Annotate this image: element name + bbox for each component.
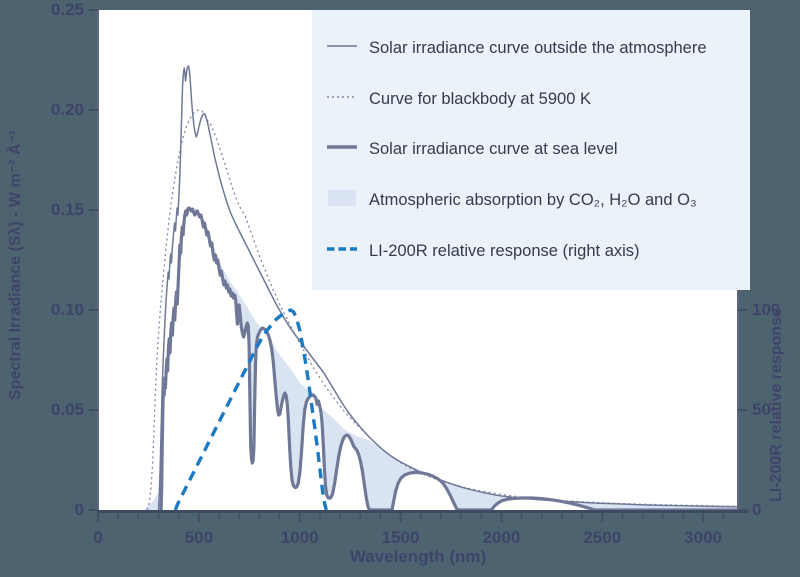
y-left-tick-label: 0.10 [50,300,84,319]
x-axis-line [97,510,749,513]
y-right-tick-label: 50 [752,400,771,419]
x-tick-label: 500 [184,528,214,547]
curve-dotted [146,109,738,510]
legend-label: Curve for blackbody at 5900 K [369,89,591,108]
legend-label: Atmospheric absorption by CO₂, H₂O and O… [369,191,697,210]
y-right-tick-label: 0 [752,500,762,519]
legend-swatch-line-thick [327,137,357,162]
legend-swatch-line-dashed-blue [327,239,357,264]
legend-item: Solar irradiance curve outside the atmos… [312,36,750,61]
legend-swatch-line-dotted [327,87,357,112]
x-axis-title: Wavelength (nm) [349,547,487,566]
curve-dashed [173,308,328,510]
uv-absorption-fill [143,493,162,510]
legend-item: Atmospheric absorption by CO₂, H₂O and O… [312,188,750,213]
curve-thin-solid [157,65,738,510]
legend-label: Solar irradiance curve outside the atmos… [369,38,707,57]
legend-swatch-line-thin [327,36,357,61]
y-left-tick-label: 0.15 [50,200,84,219]
legend-item: LI-200R relative response (right axis) [312,239,750,264]
legend-item: Solar irradiance curve at sea level [312,137,750,162]
x-tick-label: 1500 [381,528,420,547]
y-left-tick-label: 0.05 [50,400,84,419]
legend-swatch-fill [327,188,357,213]
y-right-tick-label: 100 [752,300,781,319]
legend-label: LI-200R relative response (right axis) [369,242,640,261]
x-tick-label: 2000 [482,528,521,547]
plot-layer [143,65,738,510]
x-tick-label: 0 [93,528,103,547]
legend: Solar irradiance curve outside the atmos… [312,10,750,290]
y-left-axis-title: Spectral Irradiance (Sλ) - W m⁻² Å⁻¹ [7,129,24,401]
y-left-tick-label: 0.20 [50,100,84,119]
legend-item: Curve for blackbody at 5900 K [312,87,750,112]
y-left-tick-label: 0.25 [50,0,84,19]
x-tick-label: 3000 [684,528,723,547]
legend-label: Solar irradiance curve at sea level [369,140,618,159]
y-left-tick-label: 0 [74,500,84,519]
x-tick-label: 2500 [583,528,622,547]
y-right-axis-title: LI-200R relative response [768,308,785,502]
x-tick-label: 1000 [280,528,319,547]
curve-thick-solid [159,206,738,510]
